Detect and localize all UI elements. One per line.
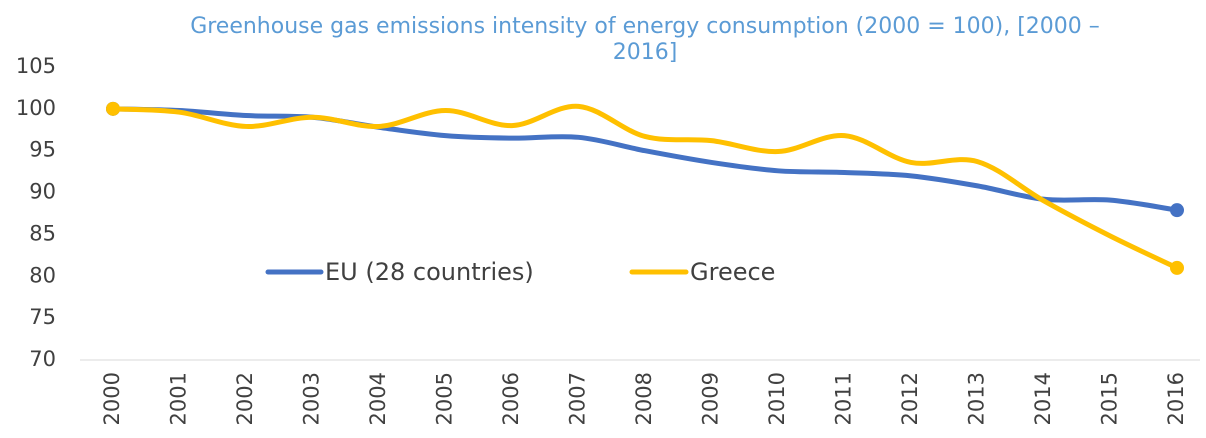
y-tick-label: 90 — [29, 180, 56, 204]
x-tick-label: 2009 — [699, 372, 723, 425]
series-line — [110, 103, 1180, 271]
x-tick-label: 2015 — [1098, 372, 1122, 425]
legend-label: Greece — [690, 258, 775, 286]
x-tick-label: 2007 — [566, 372, 590, 425]
x-tick-label: 2006 — [499, 372, 523, 425]
end-marker — [1170, 260, 1184, 275]
y-tick-label: 100 — [16, 96, 56, 120]
x-tick-label: 2005 — [433, 372, 457, 425]
y-tick-label: 105 — [16, 54, 56, 78]
x-tick-label: 2000 — [100, 372, 124, 425]
x-tick-label: 2010 — [765, 372, 789, 425]
x-tick-label: 2011 — [832, 372, 856, 425]
x-tick-label: 2001 — [167, 372, 191, 425]
x-tick-label: 2013 — [965, 372, 989, 425]
chart-title: Greenhouse gas emissions intensity of en… — [190, 14, 1100, 65]
x-tick-label: 2012 — [898, 372, 922, 425]
y-tick-label: 85 — [29, 221, 56, 245]
legend-label: EU (28 countries) — [325, 258, 534, 286]
x-tick-label: 2008 — [632, 372, 656, 425]
x-tick-label: 2002 — [233, 372, 257, 425]
end-marker — [1170, 203, 1184, 218]
x-tick-label: 2016 — [1164, 372, 1188, 425]
y-tick-label: 80 — [29, 263, 56, 287]
y-tick-label: 95 — [29, 138, 56, 162]
y-tick-label: 75 — [29, 305, 56, 329]
y-tick-label: 70 — [29, 347, 56, 371]
x-tick-label: 2014 — [1031, 372, 1055, 425]
x-tick-label: 2003 — [300, 372, 324, 425]
end-marker — [106, 101, 120, 116]
x-tick-label: 2004 — [366, 372, 390, 425]
series-line — [110, 106, 1180, 213]
